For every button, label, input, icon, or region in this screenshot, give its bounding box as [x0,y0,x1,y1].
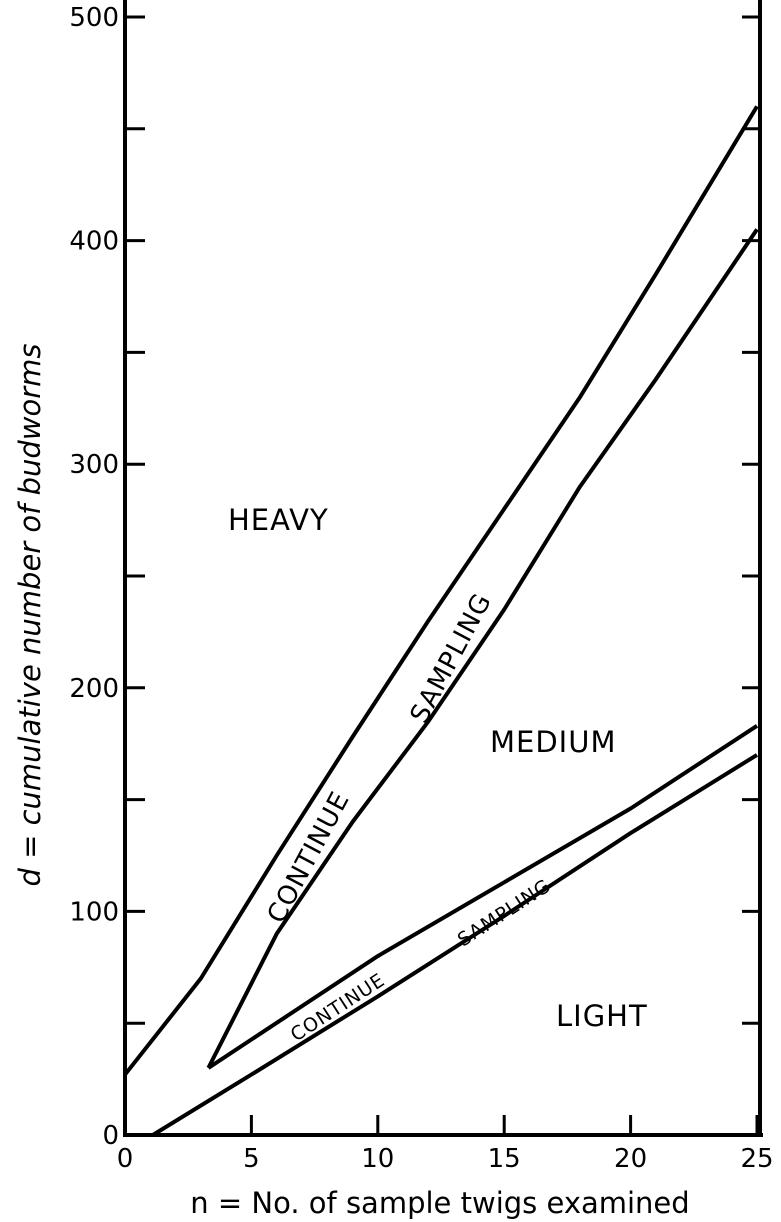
y-tick-label: 400 [69,227,119,257]
x-tick-label: 5 [243,1144,260,1174]
x-axis-title: n = No. of sample twigs examined [190,1186,689,1220]
y-tick-label: 500 [69,3,119,33]
series-line-2 [206,228,759,1069]
y-tick-label: 100 [69,897,119,927]
y-axis-title: d = cumulative number of budworms [13,343,47,886]
x-tick-label: 25 [740,1144,773,1174]
x-tick-label: 10 [361,1144,394,1174]
region-label-medium: MEDIUM [490,725,616,759]
y-tick-label: 300 [69,450,119,480]
region-label-heavy: HEAVY [228,503,329,537]
y-tick-label: 200 [69,674,119,704]
x-tick-label: 20 [614,1144,647,1174]
axes [123,0,763,1137]
x-tick-label: 0 [117,1144,134,1174]
series-line-3 [207,724,759,1070]
y-tick-label: 0 [102,1121,119,1151]
series-lines [123,105,759,1137]
ticks: 0 5 10 15 20 25 0 100 200 300 400 500 [69,3,773,1174]
series-line-4 [151,753,759,1137]
region-label-light: LIGHT [556,999,648,1033]
region-labels: HEAVY MEDIUM LIGHT [228,503,648,1033]
x-tick-label: 15 [488,1144,521,1174]
series-line-1 [123,105,759,1076]
band-label-sampling-lower: SAMPLING [454,875,555,951]
band-label-sampling-upper: SAMPLING [405,588,498,728]
